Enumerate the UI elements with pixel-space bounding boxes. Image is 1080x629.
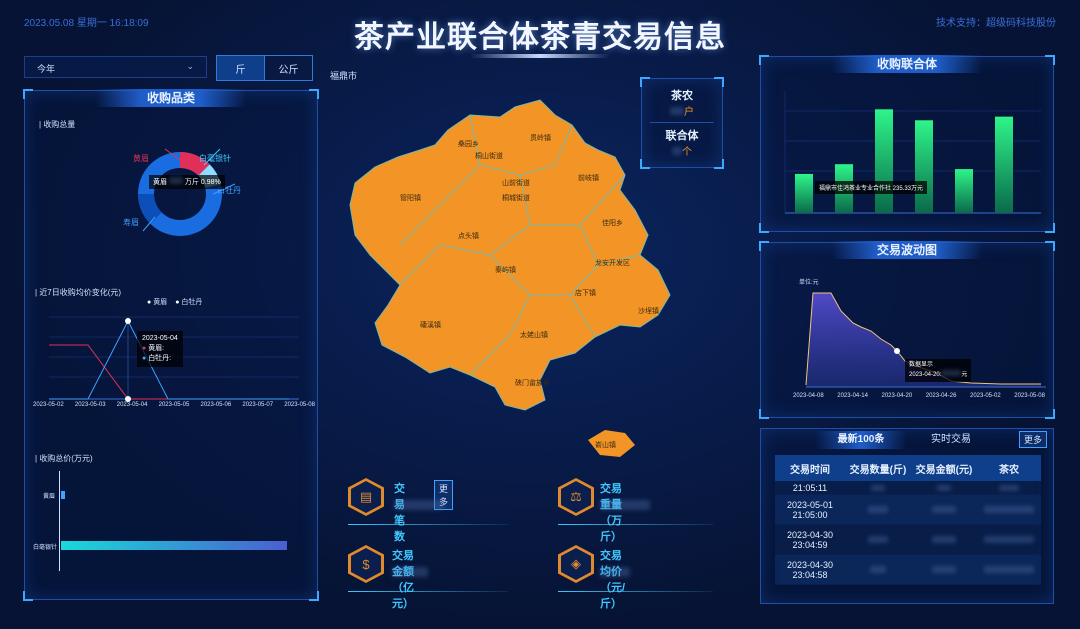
wave-panel-title: 交易波动图	[832, 241, 982, 259]
union-panel-title: 收购联合体	[832, 55, 982, 73]
donut-slice-huangmei	[179, 152, 210, 176]
tech-support-label: 技术支持：超级码科技股份	[936, 18, 1056, 29]
period-select-value: 今年	[37, 64, 56, 74]
map-town-label: 贯岭镇	[530, 133, 551, 142]
line-section-label: | 近7日收购均价变化(元)	[35, 288, 122, 297]
bar-cat-baihao: 白毫银针	[33, 545, 58, 551]
wave-panel: 交易波动图 单位:元 数据显示 2023-04-20: 元 2023-04-08 2…	[759, 241, 1055, 419]
map-town-label: 秦屿镇	[495, 265, 516, 274]
union-bar[interactable]	[915, 120, 933, 213]
map-town-label: 店下镇	[575, 288, 596, 297]
donut-legend-shoumei: 寿眉	[123, 218, 139, 227]
unit-tabs: 斤 公斤	[216, 55, 313, 81]
donut-tooltip: 黄眉 万斤 0.98%	[149, 175, 225, 189]
legend-farmer-label: 茶农	[671, 90, 693, 102]
map-legend-box: 茶农 户 联合体 个	[640, 77, 724, 169]
union-bar[interactable]	[875, 109, 893, 213]
document-icon: ▤	[351, 481, 381, 513]
map-town-label: 太姥山镇	[520, 330, 548, 339]
map-town-label: 桑园乡	[458, 139, 479, 148]
wave-unit-label: 单位:元	[799, 280, 819, 286]
union-bar[interactable]	[995, 116, 1013, 213]
map-town-label: 龙安开发区	[595, 258, 630, 267]
map-town-label: 桐城街道	[502, 193, 530, 202]
wave-x-axis: 2023-04-08 2023-04-14 2023-04-20 2023-04-26…	[793, 393, 1045, 399]
map-town-label: 磻溪镇	[420, 320, 441, 329]
donut-legend-baihao: 白毫银针	[199, 154, 231, 163]
chevron-down-icon: ⌄	[186, 61, 194, 71]
bar-huangmei[interactable]	[61, 491, 65, 499]
line-legend: ● 黄眉 ● 白牡丹	[147, 297, 202, 307]
map-town-label: 沙埕镇	[638, 306, 659, 315]
stat-label: 交易均价（元/斤）	[600, 550, 626, 610]
donut-slice-baimudan	[138, 152, 222, 236]
price-tag-icon: ◈	[561, 548, 591, 580]
transaction-panel: 最新100条 实时交易 更多 交易时间 交易数量(斤) 交易金额(元) 茶农 2…	[760, 428, 1054, 604]
map-town-label: 佳阳乡	[602, 218, 623, 227]
table-more-button[interactable]: 更多	[1018, 431, 1047, 448]
map-town-label: 嵛山镇	[595, 440, 616, 449]
period-select[interactable]: 今年 ⌄	[24, 56, 207, 78]
union-bar[interactable]	[795, 173, 813, 213]
table-header: 交易时间 交易数量(斤) 交易金额(元) 茶农	[775, 455, 1041, 481]
line-series-baimudan	[49, 319, 289, 400]
map-town-label: 点头镇	[458, 231, 479, 240]
tab-latest-100[interactable]: 最新100条	[815, 431, 907, 449]
stats-more-button[interactable]: 更多	[434, 480, 454, 510]
page-title: 茶产业联合体茶青交易信息	[354, 20, 726, 55]
left-panel: 收购品类 | 收购总量 黄眉 白毫银针 白牡丹 寿眉 黄眉 万斤 0.98% |…	[23, 89, 319, 601]
legend-farmer-value: 户	[642, 103, 722, 118]
left-panel-title: 收购品类	[96, 89, 246, 107]
header-datetime: 2023.05.08 星期一 16:18:09	[24, 18, 149, 29]
line-x-axis: 2023-05-02 2023-05-03 2023-05-04 2023-05-05…	[33, 402, 315, 408]
table-row[interactable]: 2023-04-30 23:04:59	[775, 525, 1041, 555]
bar-y-axis	[59, 471, 60, 571]
union-bar-chart[interactable]	[771, 81, 1047, 221]
bar-cat-huangmei: 黄眉	[43, 494, 56, 500]
union-tooltip: 福鼎市佳鸿茶业专业合作社 235.33万元	[815, 181, 928, 194]
stat-label: 交易笔数	[394, 483, 405, 543]
map-town-label: 管阳镇	[400, 193, 421, 202]
weight-icon: ⚖	[561, 481, 591, 513]
table-row[interactable]: 2023-04-30 23:04:58	[775, 555, 1041, 585]
map-city-label: 福鼎市	[330, 71, 358, 81]
union-panel: 收购联合体 福鼎市佳鸿茶业专业合作社 235.33万元	[759, 55, 1055, 233]
donut-section-label: | 收购总量	[39, 120, 76, 129]
donut-legend-huangmei: 黄眉	[133, 154, 149, 163]
bar-baihao[interactable]	[61, 541, 287, 550]
stat-label: 交易重量（万斤）	[600, 483, 622, 543]
table-row[interactable]: 2023-05-01 21:05:00	[775, 495, 1041, 525]
title-underline	[470, 54, 610, 58]
table-row[interactable]: 21:05:11	[775, 481, 1041, 495]
transaction-table: 交易时间 交易数量(斤) 交易金额(元) 茶农 21:05:11 2023-05…	[775, 455, 1041, 585]
bar-section-label: | 收购总价(万元)	[35, 454, 93, 463]
stat-label: 交易金额（亿元）	[392, 550, 414, 610]
donut-slice-shoumei	[138, 193, 162, 224]
line-point-highlight-2	[125, 396, 131, 402]
map-town-label: 山前街道	[502, 178, 530, 187]
map-town-label: 桐山街道	[475, 151, 503, 160]
line-legend-huangmei: ● 黄眉	[147, 299, 168, 306]
price-trend-line-chart[interactable]	[35, 307, 305, 407]
line-legend-baimudan: ● 白牡丹	[175, 299, 203, 306]
legend-union-value: 个	[642, 143, 722, 158]
line-point-highlight	[125, 318, 131, 324]
region-map[interactable]: 桑园乡 贯岭镇 管阳镇 点头镇 前岐镇 佳阳乡 龙安开发区 店下镇 沙埕镇 太姥…	[340, 95, 720, 465]
map-town-label: 硖门畲族乡	[515, 378, 550, 387]
wave-tooltip: 数据显示 2023-04-20: 元	[905, 359, 972, 382]
legend-union-label: 联合体	[665, 130, 699, 142]
tab-jin[interactable]: 斤	[217, 56, 265, 80]
line-tooltip: 2023-05-04 ● 黄眉: ● 白牡丹:	[137, 331, 183, 367]
money-bag-icon: $	[351, 548, 381, 580]
tab-gongjin[interactable]: 公斤	[278, 64, 299, 76]
tab-realtime[interactable]: 实时交易	[931, 434, 971, 445]
map-town-label: 前岐镇	[578, 173, 599, 182]
union-bar[interactable]	[955, 169, 973, 213]
donut-legend-baimudan: 白牡丹	[217, 186, 241, 195]
